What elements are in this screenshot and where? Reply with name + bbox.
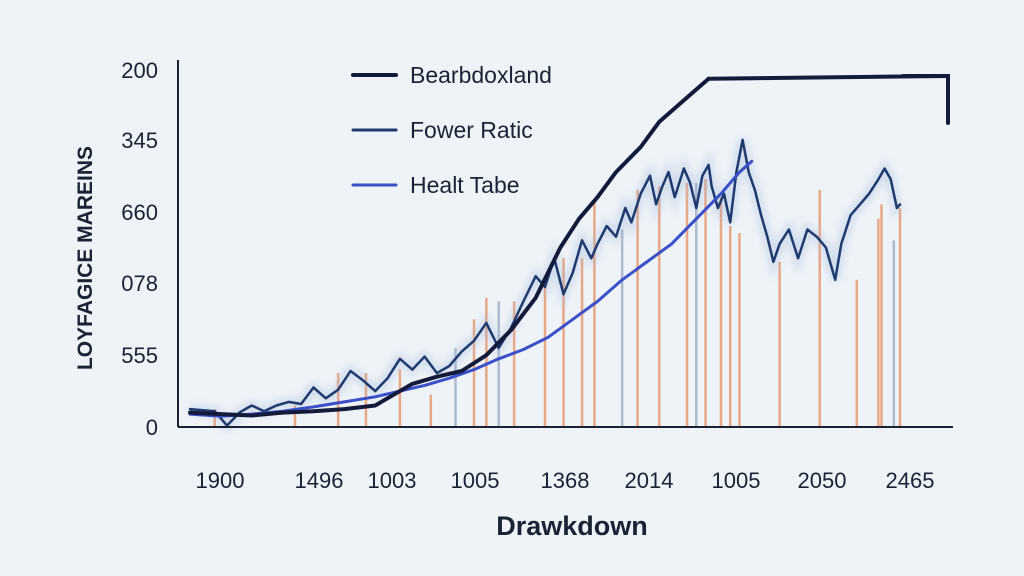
series-arrowhead [901, 74, 950, 125]
x-tick-label: 1496 [295, 468, 344, 493]
series-lines [188, 74, 950, 434]
y-tick-label: 078 [121, 271, 158, 296]
x-tick-label: 1003 [368, 468, 417, 493]
x-tick-label: 1368 [541, 468, 590, 493]
x-tick-label: 2014 [625, 468, 674, 493]
legend-label-2: Fower Ratic [410, 117, 533, 143]
series-line-3 [188, 159, 754, 418]
y-tick-label: 660 [121, 200, 158, 225]
vertical-bars [213, 179, 902, 427]
y-tick-label: 200 [121, 58, 158, 83]
y-tick-labels: 0 555 078 660 345 200 [121, 58, 158, 440]
y-tick-label: 0 [146, 415, 158, 440]
legend-label-3: Healt Tabe [410, 172, 520, 198]
x-tick-label: 1900 [196, 468, 245, 493]
x-axis-title: Drawkdown [496, 511, 648, 541]
series-line-1 [188, 76, 711, 418]
x-tick-label: 2465 [886, 468, 935, 493]
axes [177, 60, 953, 428]
y-tick-label: 345 [121, 128, 158, 153]
x-tick-label: 2050 [798, 468, 847, 493]
x-tick-label: 1005 [712, 468, 761, 493]
legend-label-1: Bearbdoxland [410, 62, 552, 88]
series-line-2 [188, 138, 902, 427]
x-tick-labels: 1900 1496 1003 1005 1368 2014 1005 2050 2465 [196, 468, 935, 493]
legend: Bearbdoxland Fower Ratic Healt Tabe [351, 62, 552, 198]
y-axis-title: LOYFAGICE MAREINS [74, 146, 97, 370]
x-tick-label: 1005 [451, 468, 500, 493]
y-tick-label: 555 [121, 343, 158, 368]
